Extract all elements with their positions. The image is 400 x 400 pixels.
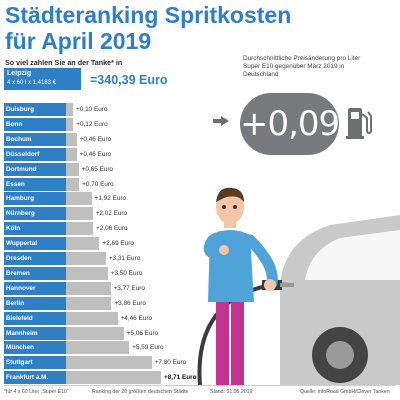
ranking-city: Bochum [4, 132, 66, 146]
ranking-delta: +0,46 Euro [79, 135, 112, 143]
ranking-city: Duisburg [4, 103, 66, 116]
ranking-bar [66, 371, 161, 385]
ranking-bar [66, 237, 100, 251]
ranking-delta: +2,06 Euro [96, 225, 128, 233]
ranking-city: Nürnberg [4, 207, 66, 221]
ranking-delta: +8,71 Euro [164, 374, 197, 382]
ranking-bar [66, 162, 79, 176]
ranking-city: Essen [4, 177, 66, 191]
ranking-bar [66, 341, 130, 355]
ranking-bar [66, 356, 152, 370]
footer-source: Quelle: infoRoad GmbH/Clever Tanken [300, 389, 390, 395]
ranking-bar [66, 207, 93, 221]
ranking-city: Frankfurt a.M. [4, 371, 66, 385]
ranking-bar [66, 252, 106, 265]
ranking-delta: +5,59 Euro [132, 344, 164, 352]
ranking-bar [66, 147, 77, 161]
ranking-city: München [4, 341, 66, 355]
ranking-city: Berlin [4, 296, 66, 310]
price-change-badge [240, 93, 339, 155]
footer-date: Stand: 01.05.2019 [210, 389, 253, 395]
ranking-bar [66, 177, 80, 191]
ranking-bar [66, 281, 111, 295]
ranking-city: Düsseldorf [4, 147, 66, 161]
footer-ranking-note: Ranking der 20 größten deutschen Städte [92, 389, 189, 395]
leipzig-city: Leipzig [7, 70, 32, 77]
ranking-delta: +3,50 Euro [110, 269, 143, 277]
ranking-delta: +0,70 Euro [82, 180, 114, 188]
ranking-city: Bonn [4, 117, 66, 131]
ranking-delta: +3,77 Euro [113, 284, 145, 292]
ranking-city: Hannover [4, 281, 66, 295]
ranking-city: Dresden [4, 252, 66, 265]
price-change-description: Durchschnittliche Preisänderung pro Lite… [243, 55, 361, 79]
ranking-delta: +3,86 Euro [114, 299, 146, 307]
ranking-delta: +0,12 Euro [76, 120, 108, 128]
ranking-city: Stuttgart [4, 356, 66, 370]
ranking-delta: +2,02 Euro [95, 210, 128, 218]
ranking-bar [66, 326, 124, 340]
fuel-pump-icon [346, 108, 372, 139]
ranking-bar [66, 103, 74, 116]
footer-divider [4, 385, 396, 386]
leipzig-formula: 4 x 60 l x 1,4183 € [7, 80, 57, 86]
refueling-illustration [197, 187, 400, 385]
price-change-value: +0,09 [240, 104, 340, 144]
ranking-city: Dortmund [4, 162, 66, 176]
ranking-bar [66, 192, 92, 206]
ranking-bar [66, 222, 94, 236]
ranking-delta: +0,46 Euro [79, 150, 112, 158]
question-text: So viel zahlen Sie an der Tanke* in [5, 58, 123, 67]
title-line-1: Städteranking Spritkosten [5, 2, 292, 28]
ranking-city: Bielefeld [4, 311, 66, 325]
ranking-bar [66, 132, 77, 146]
ranking-delta: +1,92 Euro [94, 195, 127, 203]
ranking-delta: +0,65 Euro [81, 165, 114, 173]
ranking-city: Mannheim [4, 326, 66, 340]
ranking-delta: +0,10 Euro [76, 106, 108, 113]
ranking-bar [66, 311, 118, 325]
leipzig-box: Leipzig 4 x 60 l x 1,4183 € [4, 68, 81, 90]
ranking-delta: +5,06 Euro [126, 329, 159, 337]
ranking-city: Hamburg [4, 192, 66, 206]
ranking-delta: +2,69 Euro [102, 240, 134, 248]
footer-note: *für 4 x 60 Liter „Super E10“ [4, 389, 69, 395]
arrow-right-icon [213, 116, 229, 126]
ranking-delta: +7,80 Euro [154, 359, 187, 367]
ranking-city: Wuppertal [4, 237, 66, 251]
leipzig-total: =340,39 Euro [90, 73, 168, 87]
ranking-bar [66, 296, 112, 310]
ranking-bar [66, 266, 108, 280]
title-line-2: für April 2019 [5, 28, 152, 54]
ranking-city: Bremen [4, 266, 66, 280]
ranking-city: Köln [4, 222, 66, 236]
ranking-delta: +3,31 Euro [108, 255, 141, 262]
ranking-bar [66, 117, 74, 131]
ranking-delta: +4,46 Euro [120, 314, 153, 322]
